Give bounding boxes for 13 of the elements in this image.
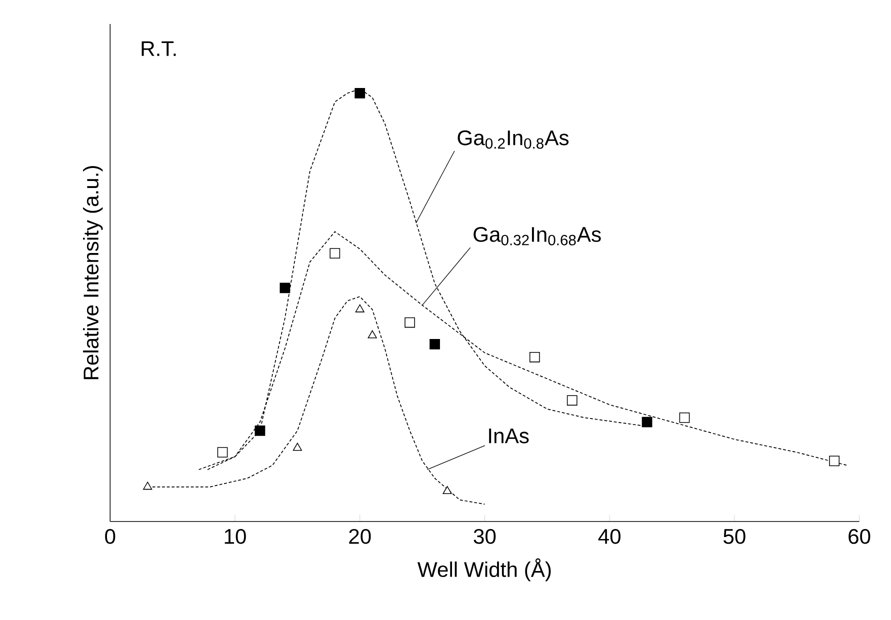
x-tick-label: 40: [598, 528, 620, 544]
text: R.T.: [142, 41, 176, 56]
annotation: InAs: [489, 428, 529, 444]
x-tick-label: 20: [349, 528, 371, 544]
y-axis-title: Relative Intensity (a.u.): [83, 166, 103, 379]
annotation: Ga$_{0.2}$In$_{0.8}$As: [458, 130, 569, 149]
annotation: Ga$_{0.32}$In$_{0.68}$As: [474, 226, 601, 246]
x-tick-label: 10: [224, 528, 246, 544]
x-tick-label: 50: [724, 528, 746, 544]
x-tick-label: 0: [105, 528, 116, 544]
x-tick-label: 60: [848, 528, 870, 544]
x-axis-title: Well Width (Å): [418, 558, 551, 581]
x-tick-label: 30: [474, 528, 496, 544]
